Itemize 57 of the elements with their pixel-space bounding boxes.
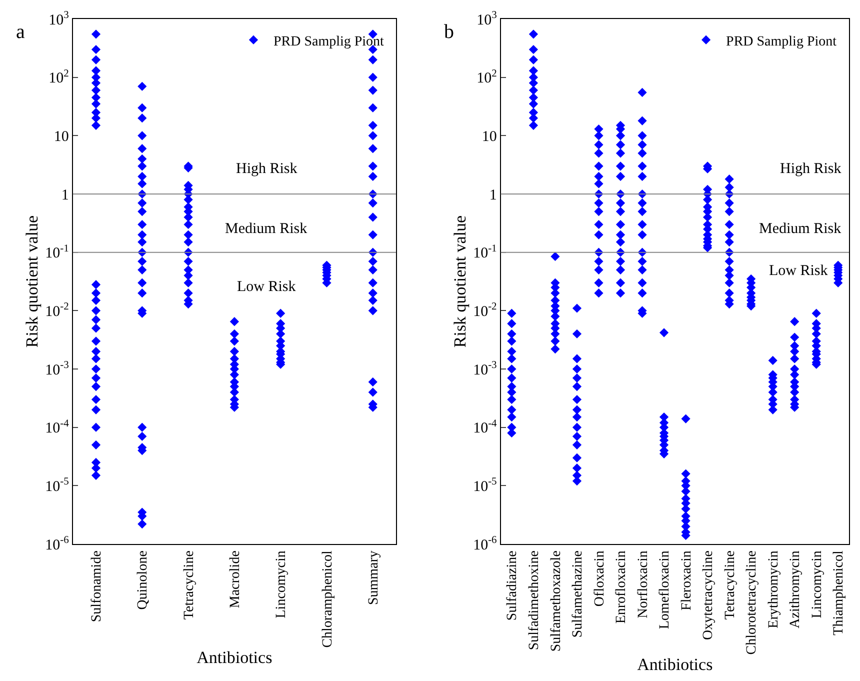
x-tick-label: Chlorotetracycline xyxy=(744,550,760,655)
x-tick-label: Sulfadiazine xyxy=(505,550,520,621)
y-tick-label: 10$^{-6}$ xyxy=(45,534,69,554)
annotation: High Risk xyxy=(236,161,298,177)
y-tick-label: 10$^{3}$ xyxy=(476,10,497,28)
y-tick-label: 10 xyxy=(482,128,497,145)
y-tick-label: 10$^{-5}$ xyxy=(473,476,497,495)
annotation: High Risk xyxy=(780,161,842,177)
y-axis-title: Risk quotient value xyxy=(450,215,470,348)
y-tick-label: 10$^{3}$ xyxy=(48,10,69,28)
x-tick-label: Sulfonamide xyxy=(90,550,105,622)
x-tick-label: Tetracycline xyxy=(722,550,738,620)
annotation: Low Risk xyxy=(237,279,296,295)
y-tick-label: 10 xyxy=(54,128,69,145)
x-tick-label: Sulfadimethoxine xyxy=(527,550,542,650)
x-tick-label: Summary xyxy=(366,550,382,606)
annotation: Medium Risk xyxy=(759,221,842,237)
x-axis-title: Antibiotics xyxy=(637,655,713,674)
y-tick-label: 10$^{-3}$ xyxy=(473,360,497,378)
x-tick-label: Lincomycin xyxy=(274,550,290,618)
x-tick-label: Lomefloxacin xyxy=(658,550,673,630)
legend-label: PRD Samplig Piont xyxy=(273,34,384,50)
x-tick-label: Sulfamethazine xyxy=(570,550,586,638)
y-tick-label: 1 xyxy=(61,187,69,204)
x-tick-label: Norfloxacin xyxy=(636,550,651,618)
y-tick-label: 10$^{-2}$ xyxy=(45,302,69,320)
y-tick-label: 10$^{-1}$ xyxy=(45,243,69,262)
y-tick-label: 10$^{2}$ xyxy=(48,68,69,87)
x-tick-label: Chloramphenicol xyxy=(320,550,336,648)
x-tick-label: Azithromycin xyxy=(788,550,804,628)
x-tick-label: Sulfamethoxazole xyxy=(548,550,564,652)
x-tick-label: Tetracycline xyxy=(182,550,197,620)
y-tick-label: 10$^{-5}$ xyxy=(45,476,69,495)
y-tick-label: 10$^{2}$ xyxy=(476,68,497,87)
y-tick-label: 10$^{-6}$ xyxy=(473,534,497,554)
chart-title: b xyxy=(444,21,454,43)
legend-label: PRD Samplig Piont xyxy=(726,34,837,50)
annotation: Medium Risk xyxy=(225,221,308,237)
y-tick-label: 10$^{-2}$ xyxy=(473,302,497,320)
x-tick-label: Quinolone xyxy=(136,550,151,610)
x-tick-label: Fleroxacin xyxy=(679,550,694,610)
x-tick-label: Oxytetracycline xyxy=(701,550,716,640)
chart-title: a xyxy=(16,21,25,43)
y-tick-label: 10$^{-4}$ xyxy=(45,418,70,437)
x-tick-label: Lincomycin xyxy=(810,550,825,618)
y-tick-label: 10$^{-4}$ xyxy=(473,418,498,437)
x-tick-label: Thiamphenicol xyxy=(832,550,847,636)
annotation: Low Risk xyxy=(769,263,828,279)
y-tick-label: 10$^{-3}$ xyxy=(45,360,69,378)
x-tick-label: Ofloxacin xyxy=(592,550,608,607)
y-tick-label: 1 xyxy=(489,187,497,204)
x-axis-title: Antibiotics xyxy=(196,648,272,668)
y-axis-title: Risk quotient value xyxy=(22,215,42,348)
x-tick-label: Enrofloxacin xyxy=(614,550,630,624)
x-tick-label: Erythromycin xyxy=(766,550,782,628)
x-tick-label: Macrolide xyxy=(228,550,243,608)
y-tick-label: 10$^{-1}$ xyxy=(473,243,497,262)
